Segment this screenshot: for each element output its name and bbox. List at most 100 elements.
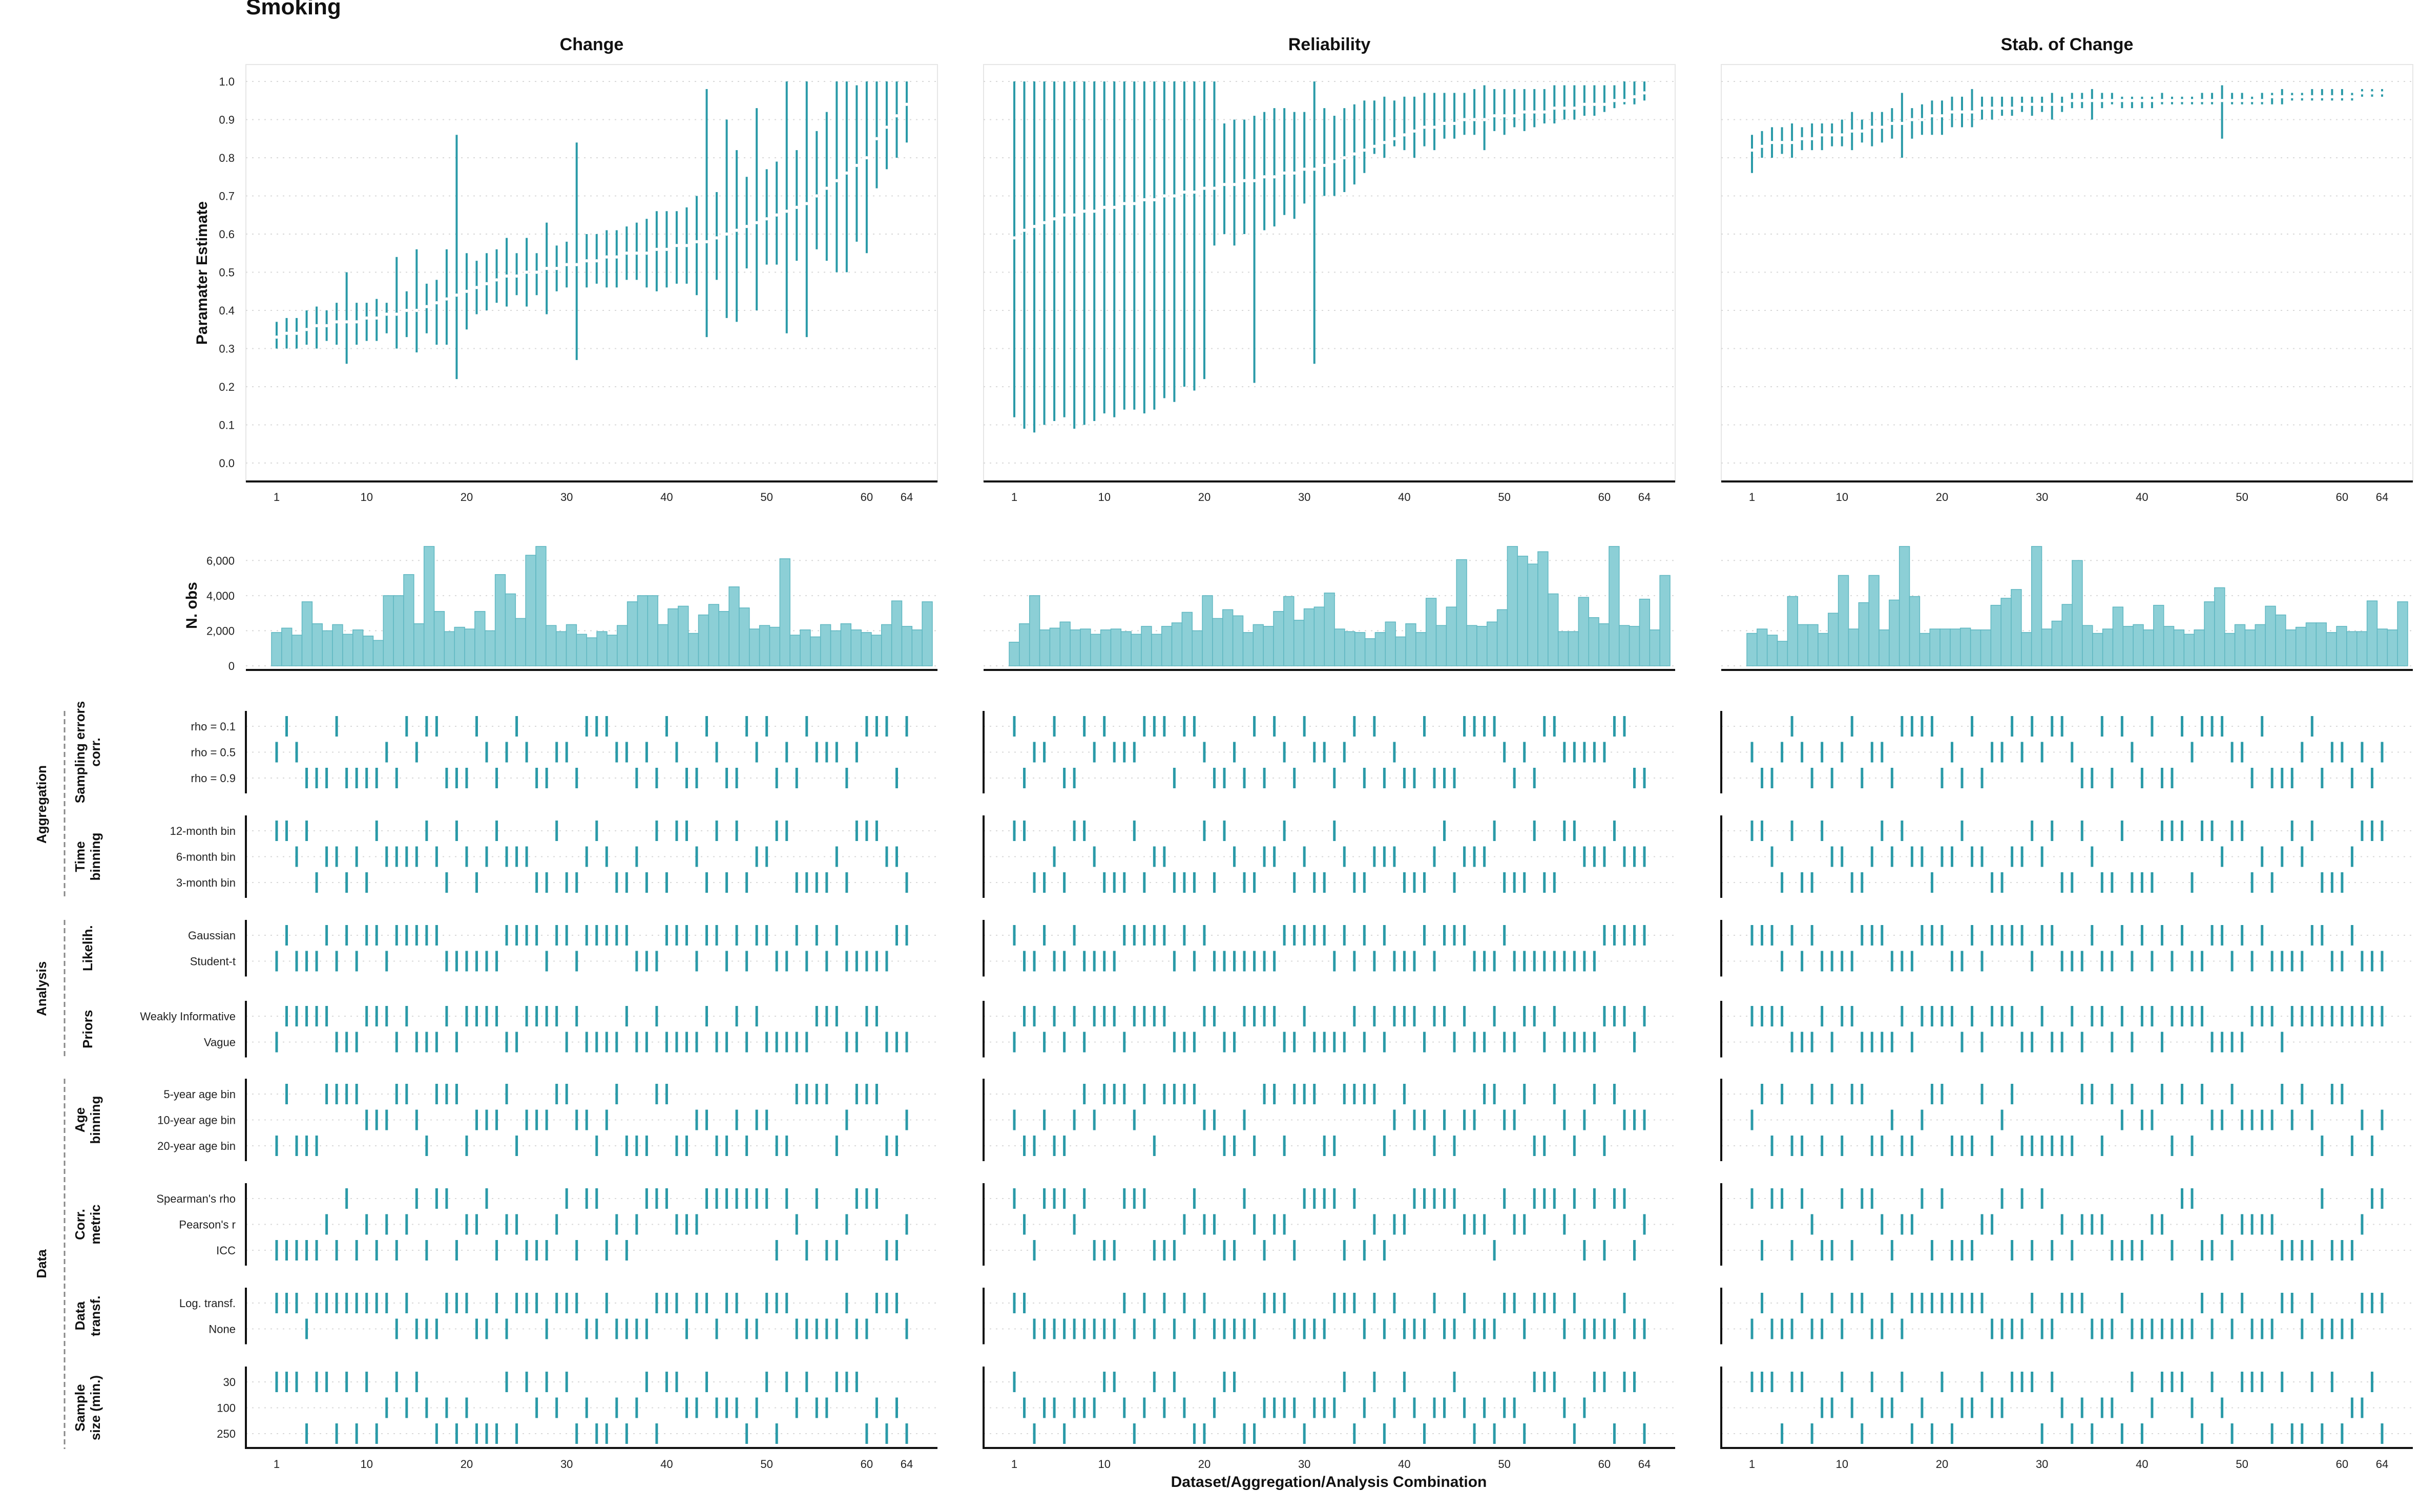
spec-x-tick-label: 50 bbox=[1498, 1458, 1510, 1471]
nobs-bar bbox=[2163, 626, 2175, 666]
estimate-point bbox=[2190, 99, 2194, 102]
nobs-bar bbox=[1527, 563, 1538, 666]
estimate-point bbox=[2350, 95, 2354, 98]
spec-level-label: Spearman's rho bbox=[156, 1192, 236, 1205]
estimate-point bbox=[2150, 99, 2154, 102]
nobs-bar bbox=[383, 595, 394, 666]
nobs-bar bbox=[2072, 560, 2083, 666]
estimate-point bbox=[525, 270, 529, 274]
nobs-bar bbox=[881, 624, 892, 666]
estimate-x-tick-label: 1 bbox=[1749, 491, 1755, 503]
estimate-x-tick-label: 64 bbox=[1638, 491, 1651, 503]
estimate-point bbox=[1182, 190, 1186, 194]
nobs-bar bbox=[1334, 628, 1345, 666]
spec-x-tick-label: 10 bbox=[360, 1458, 372, 1471]
estimate-point bbox=[795, 205, 799, 209]
estimate-x-tick-label: 30 bbox=[560, 491, 573, 503]
estimate-point bbox=[2020, 102, 2024, 106]
estimate-point bbox=[1082, 209, 1086, 213]
estimate-x-tick-label: 1 bbox=[1011, 491, 1017, 503]
nobs-bar bbox=[800, 629, 811, 666]
estimate-point bbox=[1960, 110, 1964, 114]
nobs-bar bbox=[444, 631, 455, 666]
nobs-bar bbox=[1242, 632, 1254, 666]
estimate-tick-label: 0.5 bbox=[219, 266, 235, 279]
nobs-bar bbox=[413, 623, 425, 666]
estimate-point bbox=[2330, 95, 2334, 98]
nobs-bar bbox=[789, 635, 801, 666]
nobs-bar bbox=[850, 629, 862, 666]
nobs-bar bbox=[627, 601, 638, 666]
nobs-bar bbox=[657, 624, 669, 666]
estimate-point bbox=[585, 259, 589, 263]
estimate-point bbox=[1193, 190, 1196, 194]
nobs-bar bbox=[1283, 596, 1295, 666]
nobs-bar bbox=[1517, 555, 1528, 666]
nobs-bar bbox=[1766, 635, 1778, 666]
nobs-bar bbox=[1253, 624, 1264, 666]
estimate-point bbox=[1930, 114, 1934, 118]
nobs-bar bbox=[281, 627, 293, 666]
estimate-point bbox=[705, 240, 708, 244]
panel-title: Reliability bbox=[1288, 35, 1371, 54]
panel-title: Change bbox=[560, 35, 624, 54]
nobs-bar bbox=[474, 611, 486, 666]
estimate-point bbox=[1553, 106, 1556, 110]
estimate-point bbox=[2210, 99, 2214, 102]
nobs-bar bbox=[1019, 623, 1030, 666]
spec-group-label: metric bbox=[88, 1204, 103, 1244]
spec-level-label: Log. transf. bbox=[179, 1297, 236, 1310]
spec-level-label: ICC bbox=[216, 1244, 236, 1257]
nobs-bar bbox=[362, 635, 374, 666]
nobs-bar bbox=[810, 636, 821, 666]
estimate-point bbox=[1153, 198, 1156, 202]
nobs-bar bbox=[1110, 628, 1122, 666]
nobs-bar bbox=[1161, 626, 1173, 666]
estimate-point bbox=[1870, 125, 1874, 129]
estimate-point bbox=[1113, 205, 1116, 209]
panel-change: Change 0.0 0.1 0.2 0.3 0.4 0.5 0.6 0.7 0.8 0.9 1.0 1… bbox=[206, 35, 938, 1471]
estimate-point bbox=[715, 236, 719, 240]
nobs-bar bbox=[687, 633, 699, 666]
nobs-bar bbox=[555, 631, 567, 666]
nobs-bar bbox=[352, 629, 364, 666]
nobs-bar bbox=[911, 629, 923, 666]
estimate-point bbox=[845, 171, 849, 175]
estimate-point bbox=[1522, 110, 1526, 114]
estimate-point bbox=[2180, 99, 2184, 102]
spec-x-tick-label: 60 bbox=[2336, 1458, 2348, 1471]
spec-group-label: Data bbox=[72, 1301, 88, 1331]
nobs-bar bbox=[423, 546, 435, 666]
nobs-bar bbox=[1548, 593, 1559, 666]
nobs-bar bbox=[1344, 631, 1355, 666]
estimate-point bbox=[875, 137, 879, 140]
estimate-point bbox=[2270, 95, 2274, 98]
estimate-tick-label: 0.1 bbox=[219, 419, 235, 432]
estimate-point bbox=[1142, 198, 1146, 202]
nobs-bar bbox=[1879, 629, 1890, 666]
estimate-point bbox=[835, 179, 839, 182]
spec-level-label: 10-year age bin bbox=[157, 1114, 236, 1127]
nobs-bar bbox=[1649, 629, 1660, 666]
estimate-x-tick-label: 10 bbox=[1835, 491, 1848, 503]
nobs-bar bbox=[2183, 634, 2195, 666]
spec-group-label: Priors bbox=[80, 1010, 95, 1048]
estimate-point bbox=[895, 114, 899, 118]
nobs-bar bbox=[667, 608, 679, 666]
nobs-bar bbox=[586, 637, 597, 666]
nobs-bar bbox=[2234, 624, 2246, 666]
nobs-bar bbox=[1757, 628, 1768, 666]
nobs-bar bbox=[2224, 633, 2236, 666]
nobs-bar bbox=[1960, 627, 1971, 666]
nobs-bar bbox=[1838, 575, 1849, 666]
estimate-point bbox=[1633, 95, 1636, 98]
spec-level-label: Pearson's r bbox=[179, 1219, 236, 1231]
estimate-point bbox=[1463, 118, 1466, 121]
estimate-point bbox=[2360, 91, 2364, 95]
estimate-point bbox=[1512, 114, 1516, 118]
estimate-plot-area bbox=[983, 64, 1676, 482]
nobs-bar bbox=[2387, 629, 2398, 666]
estimate-point bbox=[1582, 102, 1587, 106]
estimate-point bbox=[1760, 144, 1764, 148]
estimate-x-tick-label: 40 bbox=[660, 491, 673, 503]
